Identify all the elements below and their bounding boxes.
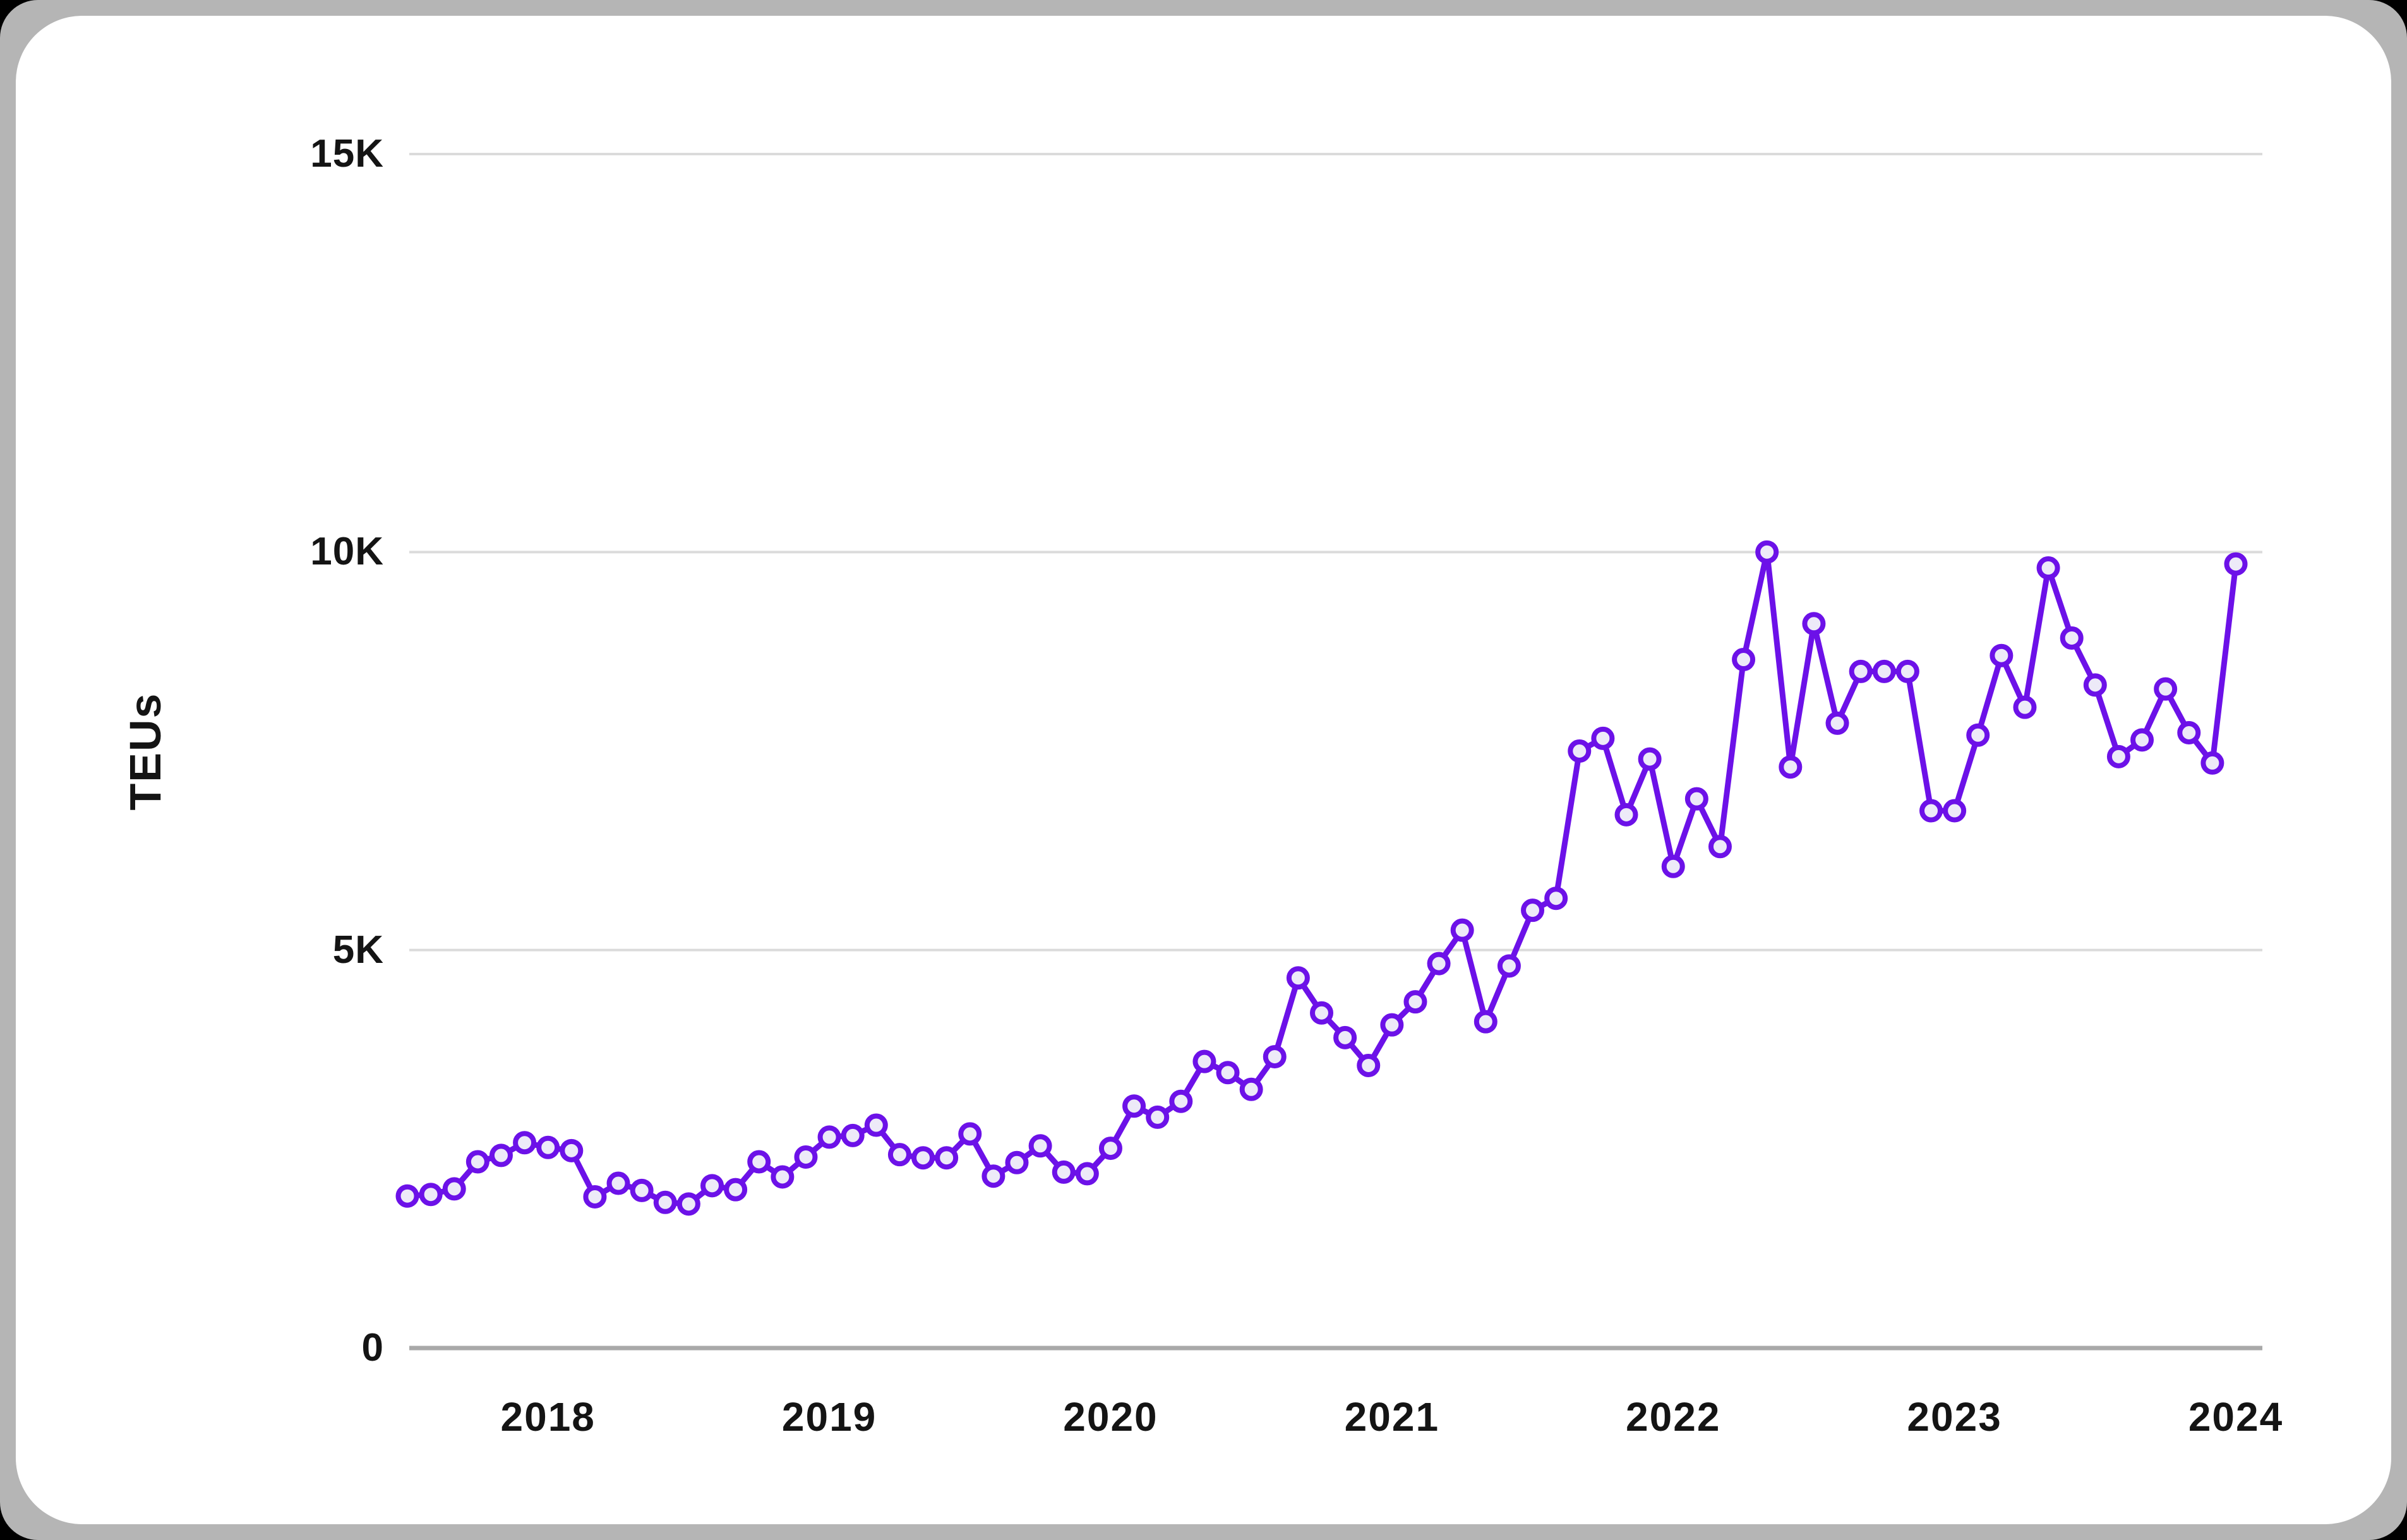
data-point-marker: [841, 1123, 865, 1147]
data-point-marker: [2224, 552, 2248, 576]
data-point-marker: [1614, 803, 1638, 827]
data-point-marker: [981, 1164, 1005, 1188]
data-point-marker: [1286, 966, 1310, 990]
data-point-marker: [1638, 747, 1662, 771]
data-point-marker: [1216, 1061, 1240, 1085]
data-point-marker: [1310, 1001, 1333, 1025]
data-point-marker: [1779, 755, 1803, 779]
data-point-marker: [1052, 1160, 1076, 1184]
data-point-marker: [1568, 739, 1592, 763]
data-point-marker: [1708, 835, 1732, 859]
data-point-marker: [1825, 711, 1849, 735]
data-point-marker: [1521, 898, 1545, 922]
x-tick-label-2020: 2020: [1063, 1394, 1158, 1440]
x-tick-label-2019: 2019: [781, 1394, 877, 1440]
data-point-marker: [1192, 1049, 1216, 1073]
data-point-marker: [1802, 612, 1826, 636]
data-point-marker: [583, 1185, 607, 1209]
data-point-marker: [1450, 918, 1474, 942]
data-point-marker: [911, 1146, 935, 1170]
data-point-marker: [1239, 1077, 1263, 1101]
data-point-marker: [1497, 954, 1521, 978]
data-point-marker: [1732, 648, 1756, 672]
y-tick-label-0: 0: [361, 1326, 384, 1370]
data-point-marker: [1122, 1094, 1146, 1118]
y-axis-title: TEUs: [121, 692, 170, 811]
data-point-marker: [2177, 721, 2201, 745]
x-tick-label-2018: 2018: [500, 1394, 596, 1440]
x-tick-label-2021: 2021: [1344, 1394, 1440, 1440]
y-tick-label-15k: 15K: [310, 132, 384, 176]
data-point-marker: [2200, 751, 2224, 775]
data-point-marker: [1263, 1045, 1287, 1069]
data-point-marker: [536, 1135, 560, 1159]
data-point-marker: [700, 1174, 724, 1198]
data-point-marker: [1943, 799, 1967, 823]
data-point-marker: [1098, 1137, 1122, 1161]
data-point-marker: [1544, 886, 1568, 910]
data-point-marker: [771, 1165, 795, 1189]
data-point-marker: [864, 1113, 888, 1137]
data-point-marker: [606, 1171, 630, 1195]
data-point-marker: [1427, 952, 1451, 976]
data-point-marker: [1075, 1162, 1099, 1186]
data-point-marker: [1028, 1134, 1052, 1158]
data-point-marker: [1849, 659, 1873, 683]
data-point-marker: [2083, 673, 2107, 697]
data-point-marker: [676, 1192, 700, 1216]
data-point-marker: [1755, 540, 1779, 564]
data-point-marker: [513, 1131, 537, 1155]
data-point-marker: [465, 1150, 489, 1174]
data-point-marker: [747, 1150, 771, 1174]
data-point-marker: [419, 1183, 443, 1207]
data-point-marker: [1684, 787, 1708, 811]
data-point-marker: [1966, 723, 1990, 747]
data-point-marker: [653, 1190, 677, 1214]
data-line: [404, 549, 2239, 1207]
data-point-marker: [1380, 1013, 1404, 1037]
chart-card: [16, 16, 2391, 1524]
data-point-marker: [1474, 1010, 1498, 1034]
data-point-marker: [2106, 744, 2130, 768]
data-point-marker: [2130, 728, 2154, 752]
data-point-marker: [2036, 556, 2060, 580]
data-point-marker: [1591, 726, 1615, 750]
data-point-marker: [935, 1146, 959, 1170]
y-tick-label-5k: 5K: [332, 928, 384, 972]
data-point-marker: [560, 1138, 584, 1162]
data-point-marker: [1990, 643, 2014, 667]
x-tick-label-2022: 2022: [1626, 1394, 1721, 1440]
data-point-marker: [724, 1178, 748, 1202]
data-point-marker: [1005, 1150, 1029, 1174]
data-point-marker: [794, 1145, 818, 1169]
data-point-marker: [2060, 626, 2084, 650]
data-point-marker: [1661, 854, 1685, 878]
data-point-marker: [817, 1125, 841, 1149]
x-tick-label-2024: 2024: [2188, 1394, 2284, 1440]
data-point-marker: [395, 1184, 419, 1208]
data-point-marker: [1919, 799, 1943, 823]
data-point-marker: [1872, 659, 1896, 683]
data-point-marker: [887, 1143, 911, 1167]
data-point-marker: [1333, 1025, 1357, 1049]
x-tick-label-2023: 2023: [1907, 1394, 2002, 1440]
data-point-marker: [1146, 1105, 1170, 1129]
data-point-marker: [1403, 990, 1427, 1014]
data-point-marker: [630, 1178, 654, 1202]
data-point-marker: [958, 1122, 982, 1146]
data-point-marker: [489, 1143, 513, 1167]
data-point-marker: [1357, 1053, 1381, 1077]
y-tick-label-10k: 10K: [310, 530, 384, 574]
data-point-marker: [1895, 659, 1919, 683]
data-point-marker: [2013, 695, 2037, 719]
data-point-marker: [442, 1177, 466, 1201]
data-point-marker: [1169, 1089, 1193, 1113]
data-point-marker: [2154, 677, 2178, 701]
